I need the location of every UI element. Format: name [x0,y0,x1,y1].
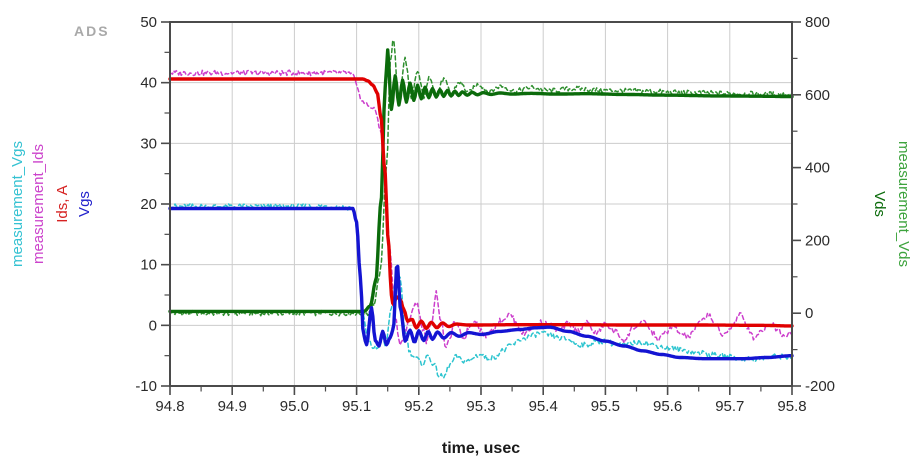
right-tick-label: -200 [805,378,835,395]
x-tick-label: 95.7 [715,398,744,415]
series-Vgs [168,206,794,361]
x-tick-label: 95.0 [280,398,309,415]
x-tick-label: 95.2 [404,398,433,415]
x-tick-label: 94.9 [218,398,247,415]
right-tick-label: 800 [805,14,830,31]
left-axis-title-Ids, A: Ids, A [54,185,71,223]
x-axis-title: time, usec [442,440,520,457]
left-axis-title-measurement_Vgs: measurement_Vgs [9,141,26,267]
x-tick-label: 95.6 [653,398,682,415]
left-tick-label: 40 [140,75,157,92]
x-tick-label: 94.8 [155,398,184,415]
right-tick-label: 600 [805,87,830,104]
ads-logo: ADS [74,23,110,39]
left-axis-title-Vgs: Vgs [76,191,93,217]
x-tick-label: 95.3 [466,398,495,415]
left-axis-title-measurement_Ids: measurement_Ids [30,144,47,264]
right-tick-label: 200 [805,232,830,249]
left-tick-label: 20 [140,196,157,213]
left-tick-label: 50 [140,14,157,31]
left-tick-label: 0 [149,317,157,334]
left-tick-label: -10 [135,378,157,395]
x-tick-label: 95.1 [342,398,371,415]
x-tick-label: 95.4 [529,398,558,415]
series-measurement_Ids [169,69,793,349]
series-Vds [168,48,794,314]
right-axis-title-measurement_Vds: measurement_Vds [895,141,912,267]
right-tick-label: 400 [805,160,830,177]
right-tick-label: 0 [805,305,813,322]
left-tick-label: 10 [140,257,157,274]
x-tick-label: 95.5 [591,398,620,415]
x-tick-label: 95.8 [777,398,806,415]
series-Ids, A [168,77,794,331]
left-tick-label: 30 [140,135,157,152]
right-axis-title-Vds: Vds [871,191,888,217]
